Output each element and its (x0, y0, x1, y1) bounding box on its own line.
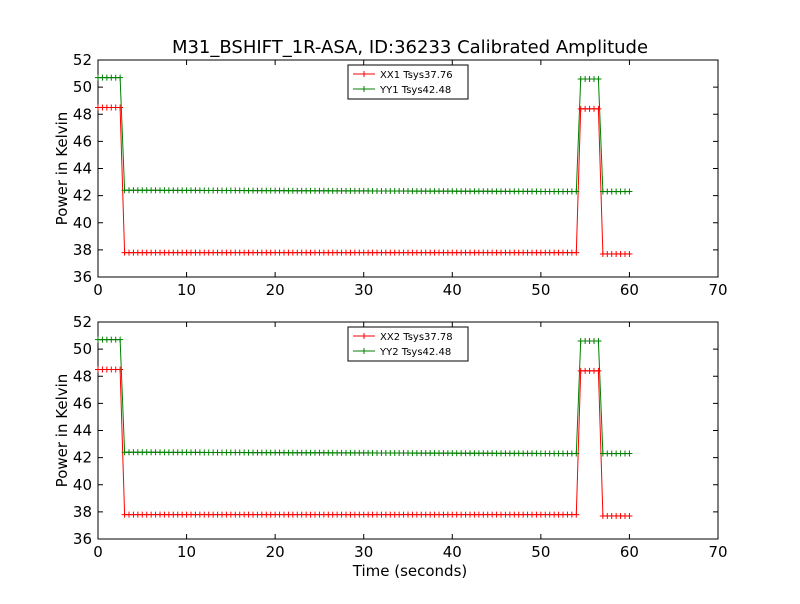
y-tick-label: 36 (73, 530, 92, 548)
series-markers-2 (95, 74, 633, 195)
data-point-marker (117, 104, 124, 111)
y-tick-label: 44 (73, 422, 92, 440)
y-tick-label: 48 (73, 105, 92, 123)
data-point-marker (117, 336, 124, 343)
data-point-marker (626, 512, 633, 519)
legend-box (347, 326, 469, 362)
x-tick-label: 10 (177, 281, 196, 299)
x-tick-label: 50 (531, 281, 550, 299)
data-point-marker (573, 188, 580, 195)
data-point-marker (573, 450, 580, 457)
legend-label: XX2 Tsys37.78 (380, 332, 453, 343)
y-tick-label: 50 (73, 340, 92, 358)
series-markers-1 (95, 104, 633, 257)
series-line-2 (98, 339, 630, 455)
x-axis-label: Time (seconds) (352, 562, 468, 580)
data-point-marker (595, 75, 602, 82)
legend-marker (361, 86, 367, 92)
legend: XX1 Tsys37.76 YY1 Tsys42.48 (347, 64, 469, 100)
y-tick-label: 42 (73, 187, 92, 205)
series-line-1 (98, 107, 630, 255)
y-tick-label: 38 (73, 503, 92, 521)
y-tick-label: 46 (73, 394, 92, 412)
data-point-marker (595, 367, 602, 374)
y-tick-label: 38 (73, 241, 92, 259)
data-point-marker (626, 188, 633, 195)
x-tick-label: 40 (443, 543, 462, 561)
y-tick-label: 44 (73, 160, 92, 178)
y-tick-label: 36 (73, 268, 92, 286)
y-axis-label: Power in Kelvin (53, 374, 71, 488)
data-point-marker (626, 250, 633, 257)
chart-title: M31_BSHIFT_1R-ASA, ID:36233 Calibrated A… (172, 37, 648, 58)
data-point-marker (117, 74, 124, 81)
legend-label: XX1 Tsys37.76 (380, 70, 453, 81)
legend-marker (361, 333, 367, 339)
legend-label: YY2 Tsys42.48 (379, 347, 451, 358)
x-tick-label: 70 (708, 543, 727, 561)
y-tick-label: 50 (73, 78, 92, 96)
legend: XX2 Tsys37.78 YY2 Tsys42.48 (347, 326, 469, 362)
legend-box (347, 64, 469, 100)
x-tick-label: 10 (177, 543, 196, 561)
x-tick-label: 20 (266, 543, 285, 561)
data-point-marker (117, 366, 124, 373)
chart-panel-2: 0 10 20 30 40 50 60 70 36 38 40 42 44 46 48 50 52 Power i… (53, 313, 728, 561)
legend-label: YY1 Tsys42.48 (379, 85, 451, 96)
data-point-marker (573, 511, 580, 518)
y-tick-label: 40 (73, 214, 92, 232)
data-point-marker (626, 450, 633, 457)
x-tick-label: 60 (620, 543, 639, 561)
chart-panel-1: 0 10 20 30 40 50 60 70 36 38 40 42 44 46 48 50 52 Power i… (53, 51, 728, 299)
y-tick-label: 46 (73, 132, 92, 150)
y-tick-label: 40 (73, 476, 92, 494)
data-point-marker (595, 105, 602, 112)
x-tick-label: 30 (354, 281, 373, 299)
x-tick-label: 50 (531, 543, 550, 561)
y-tick-label: 42 (73, 449, 92, 467)
y-tick-label: 52 (73, 51, 92, 69)
data-point-marker (573, 249, 580, 256)
x-tick-label: 70 (708, 281, 727, 299)
x-tick-label: 20 (266, 281, 285, 299)
y-tick-label: 48 (73, 367, 92, 385)
x-tick-label: 30 (354, 543, 373, 561)
y-tick-label: 52 (73, 313, 92, 331)
x-tick-label: 0 (93, 543, 103, 561)
data-point-marker (595, 337, 602, 344)
x-tick-label: 0 (93, 281, 103, 299)
series-markers-2 (95, 336, 633, 457)
x-tick-label: 40 (443, 281, 462, 299)
series-line-2 (98, 77, 630, 193)
legend-marker (361, 348, 367, 354)
series-markers-1 (95, 366, 633, 519)
series-line-1 (98, 369, 630, 517)
legend-marker (361, 71, 367, 77)
chart-panels: 0 10 20 30 40 50 60 70 36 38 40 42 44 46 48 50 52 Power i… (53, 51, 728, 561)
x-tick-label: 60 (620, 281, 639, 299)
y-axis-label: Power in Kelvin (53, 112, 71, 226)
